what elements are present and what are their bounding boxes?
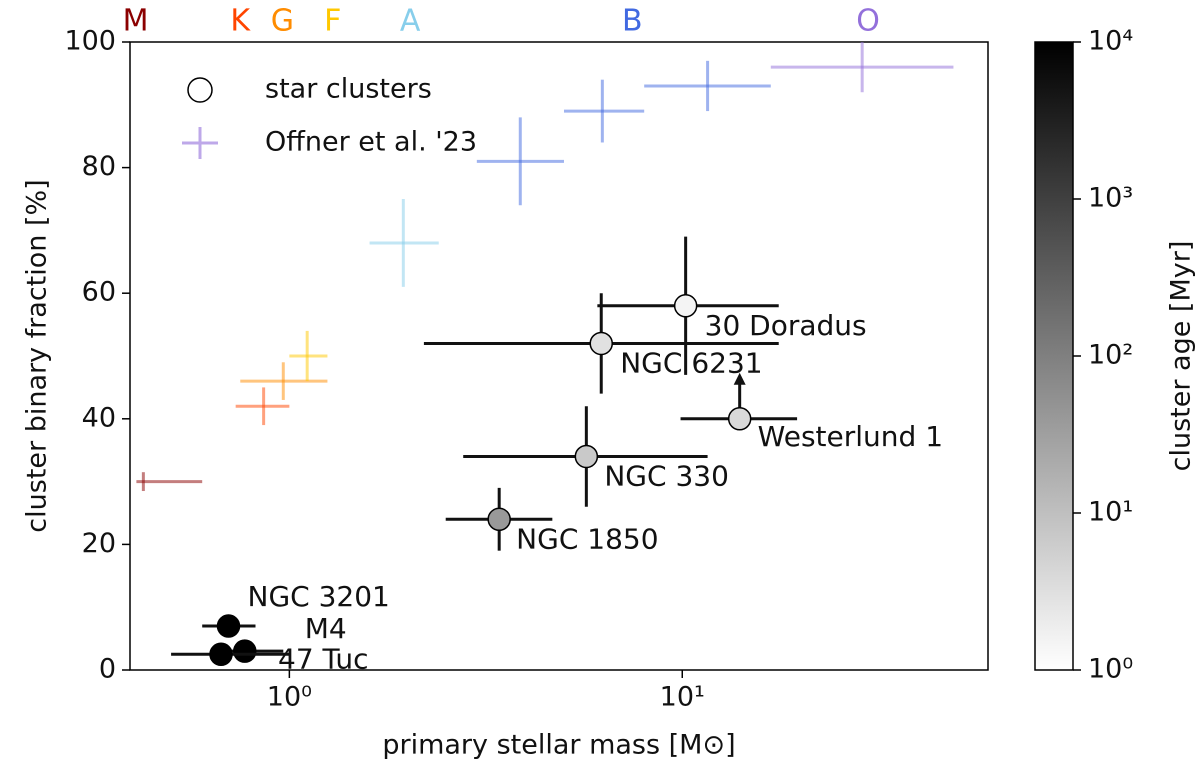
- spectral-type-label: M: [123, 4, 149, 39]
- legend-symbol: [187, 77, 213, 103]
- cluster-point: [233, 639, 257, 663]
- cluster-label: NGC 330: [604, 459, 729, 492]
- plot-frame: [129, 41, 989, 671]
- lower-limit-arrowhead: [733, 372, 746, 385]
- cluster-label: M4: [305, 612, 347, 645]
- y-tick-label: 60: [82, 277, 116, 308]
- cluster-point: [487, 507, 511, 532]
- y-tick-label: 0: [99, 654, 116, 685]
- spectral-type-label: G: [271, 4, 294, 39]
- colorbar-label: cluster age [Myr]: [1166, 241, 1197, 472]
- legend-label: Offner et al. '23: [265, 127, 477, 158]
- cluster-point: [216, 614, 241, 638]
- colorbar-tick-label: 10²: [1088, 340, 1133, 371]
- cluster-label: NGC 6231: [620, 346, 762, 379]
- cluster-point: [673, 294, 698, 318]
- cluster-point: [589, 331, 613, 356]
- x-axis-label: primary stellar mass [M⊙]: [382, 730, 735, 761]
- cluster-label: NGC 3201: [248, 580, 390, 613]
- cluster-point: [727, 407, 752, 431]
- colorbar: [1034, 41, 1074, 671]
- legend-label: star clusters: [265, 74, 432, 105]
- cluster-label: 47 Tuc: [278, 642, 369, 675]
- x-tick-label: 10¹: [660, 682, 705, 713]
- spectral-type-label: K: [230, 4, 251, 39]
- cluster-point: [209, 642, 233, 667]
- cluster-point: [574, 444, 599, 469]
- y-axis-label: cluster binary fraction [%]: [22, 179, 53, 532]
- cluster-label: 30 Doradus: [705, 309, 867, 342]
- y-tick-label: 20: [82, 528, 116, 559]
- x-tick-label: 10⁰: [267, 682, 312, 713]
- y-tick-label: 80: [82, 151, 116, 182]
- spectral-type-label: F: [324, 4, 341, 39]
- spectral-type-label: A: [400, 4, 421, 39]
- cluster-label: Westerlund 1: [758, 420, 943, 453]
- colorbar-tick-label: 10³: [1088, 183, 1133, 214]
- spectral-type-label: B: [622, 4, 643, 39]
- colorbar-tick-label: 10¹: [1088, 497, 1133, 528]
- legend-symbol: [182, 127, 218, 159]
- colorbar-tick-label: 10⁴: [1088, 26, 1133, 57]
- spectral-type-label: O: [856, 4, 880, 39]
- colorbar-tick-label: 10⁰: [1088, 654, 1133, 685]
- cluster-label: NGC 1850: [516, 522, 658, 555]
- y-tick-label: 100: [64, 26, 116, 57]
- y-tick-label: 40: [82, 402, 116, 433]
